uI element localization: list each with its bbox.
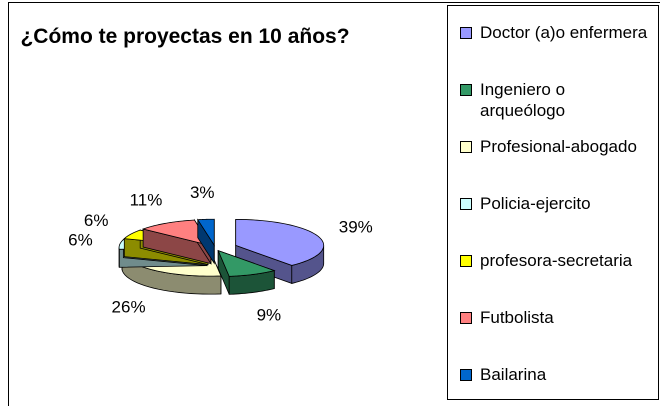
slice-top xyxy=(197,218,215,247)
legend-label: Doctor (a)o enfermera xyxy=(480,23,648,42)
pie-slice xyxy=(217,249,276,295)
chart-title: ¿Cómo te proyectas en 10 años? xyxy=(20,25,350,48)
legend-swatch xyxy=(460,141,472,153)
data-label: 26% xyxy=(112,297,146,316)
legend-swatch xyxy=(460,198,472,210)
slice-top xyxy=(217,249,276,277)
data-label: 9% xyxy=(257,306,282,325)
legend-label: profesora-secretaria xyxy=(480,251,633,270)
legend-box xyxy=(447,5,659,400)
pie-slice xyxy=(235,218,325,284)
legend-swatch xyxy=(460,255,472,267)
legend-label: Bailarina xyxy=(480,365,547,384)
legend-label: Profesional-abogado xyxy=(480,137,637,156)
legend-swatch xyxy=(460,312,472,324)
pie-slice xyxy=(197,218,215,265)
data-label: 3% xyxy=(190,183,215,202)
data-label: 6% xyxy=(68,231,93,250)
legend-swatch xyxy=(460,84,472,96)
data-label: 39% xyxy=(339,217,373,236)
data-label: 11% xyxy=(130,191,163,210)
data-label: 6% xyxy=(84,211,109,230)
slice-top xyxy=(141,219,212,247)
legend-label: Futbolista xyxy=(480,308,554,327)
legend-label: Ingeniero o arqueólogo xyxy=(480,80,566,120)
legend-swatch xyxy=(460,369,472,381)
slice-top xyxy=(235,218,325,266)
chart-frame xyxy=(8,2,660,406)
legend-label: Policia-ejercito xyxy=(480,194,591,213)
legend-swatch xyxy=(460,27,472,39)
